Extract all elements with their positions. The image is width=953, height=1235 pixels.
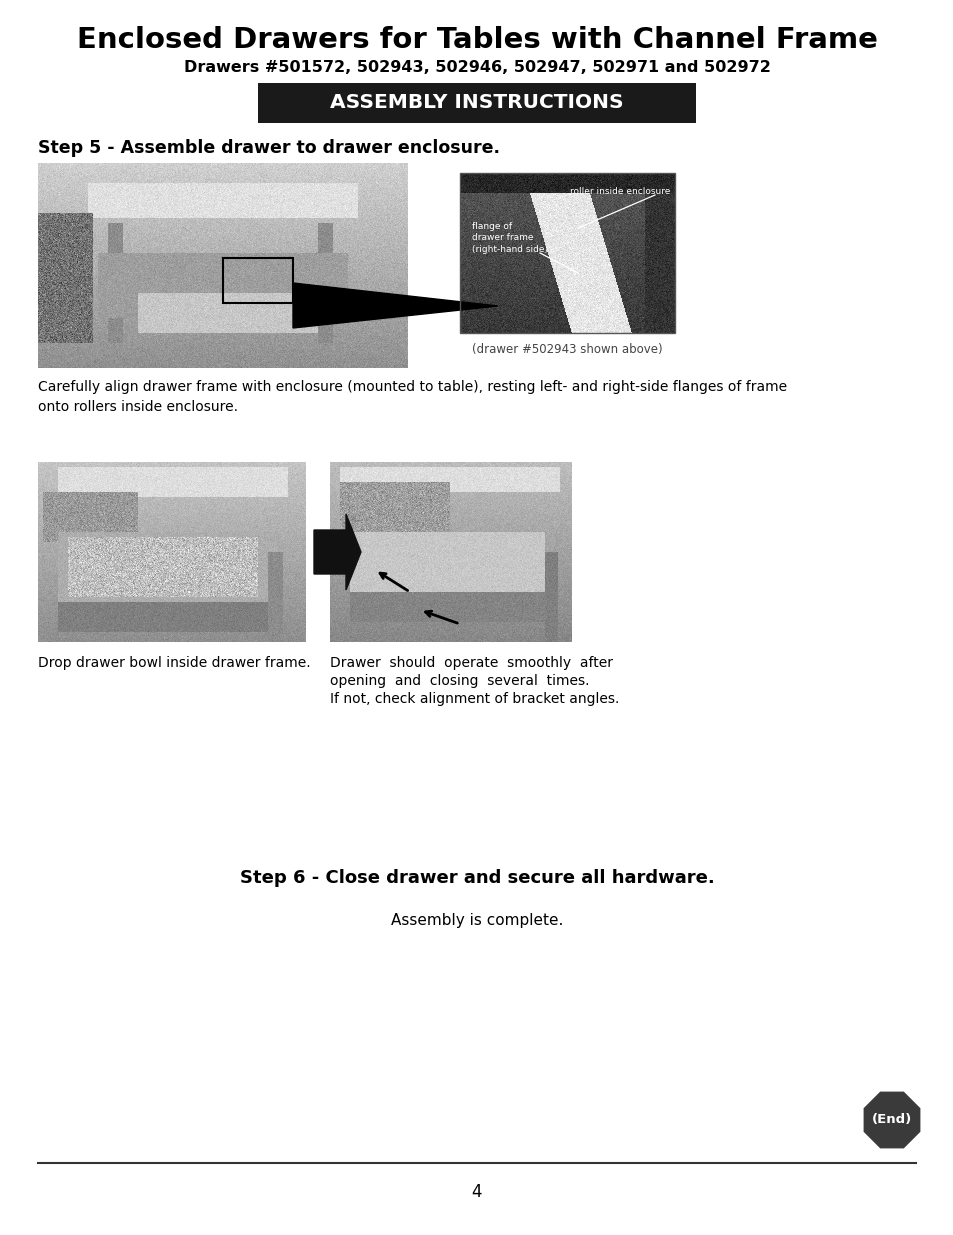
Text: opening  and  closing  several  times.: opening and closing several times. [330, 674, 589, 688]
Bar [257, 83, 696, 124]
Text: Step 5 - Assemble drawer to drawer enclosure.: Step 5 - Assemble drawer to drawer enclo… [38, 140, 499, 157]
Polygon shape [314, 514, 360, 590]
Text: (drawer #502943 shown above): (drawer #502943 shown above) [472, 342, 662, 356]
Text: roller inside enclosure: roller inside enclosure [569, 186, 669, 195]
Text: ASSEMBLY INSTRUCTIONS: ASSEMBLY INSTRUCTIONS [330, 94, 623, 112]
Text: Step 6 - Close drawer and secure all hardware.: Step 6 - Close drawer and secure all har… [239, 869, 714, 887]
Text: Assembly is complete.: Assembly is complete. [391, 913, 562, 927]
Bar [223, 258, 293, 303]
Polygon shape [863, 1092, 919, 1147]
Text: (End): (End) [871, 1114, 911, 1126]
Text: Carefully align drawer frame with enclosure (mounted to table), resting left- an: Carefully align drawer frame with enclos… [38, 380, 786, 414]
Text: 4: 4 [471, 1183, 482, 1200]
Bar [459, 173, 675, 333]
Text: Drawers #501572, 502943, 502946, 502947, 502971 and 502972: Drawers #501572, 502943, 502946, 502947,… [183, 61, 770, 75]
Text: Drop drawer bowl inside drawer frame.: Drop drawer bowl inside drawer frame. [38, 656, 311, 671]
Polygon shape [293, 283, 497, 329]
Text: Enclosed Drawers for Tables with Channel Frame: Enclosed Drawers for Tables with Channel… [76, 26, 877, 54]
Text: If not, check alignment of bracket angles.: If not, check alignment of bracket angle… [330, 692, 618, 706]
Text: Drawer  should  operate  smoothly  after: Drawer should operate smoothly after [330, 656, 613, 671]
Text: flange of
drawer frame
(right-hand side): flange of drawer frame (right-hand side) [472, 222, 547, 254]
